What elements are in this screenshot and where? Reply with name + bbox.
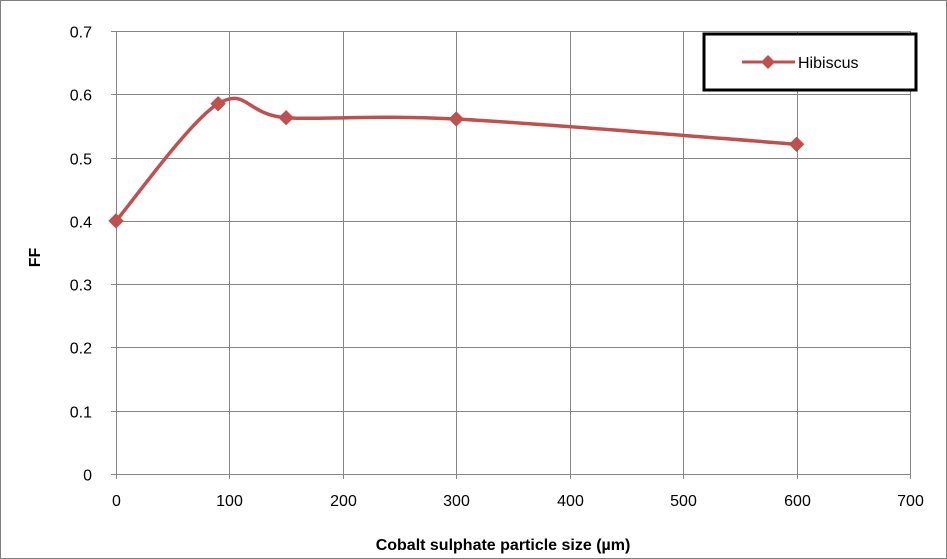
- y-tick-label: 0.5: [70, 152, 92, 169]
- x-tick-label: 300: [443, 493, 470, 510]
- x-tick-labels: 0 100 200 300 400 500 600 700: [112, 493, 924, 510]
- y-tick-label: 0.1: [70, 405, 92, 422]
- x-tick-label: 600: [784, 493, 811, 510]
- y-tick-label: 0.4: [70, 215, 92, 232]
- data-point-marker: [448, 111, 464, 127]
- legend: Hibiscus: [702, 32, 918, 92]
- x-tick-label: 400: [557, 493, 584, 510]
- series-line: [114, 96, 797, 223]
- gridlines: [116, 31, 911, 474]
- y-tick-label: 0.7: [70, 25, 92, 42]
- x-tick-label: 700: [897, 493, 924, 510]
- series-group: [108, 96, 805, 229]
- data-point-marker: [788, 136, 805, 152]
- y-tick-label: 0.2: [70, 341, 92, 358]
- y-tick-label: 0.3: [70, 278, 92, 295]
- data-point-marker: [210, 96, 226, 112]
- y-tick-labels: 0 0.1 0.2 0.3 0.4 0.5 0.6 0.7: [70, 25, 92, 485]
- x-tick-label: 200: [330, 493, 357, 510]
- x-tick-label: 100: [216, 493, 243, 510]
- y-axis-title: FF: [27, 248, 44, 268]
- x-axis-title: Cobalt sulphate particle size (µm): [376, 537, 631, 554]
- x-tick-label: 500: [670, 493, 697, 510]
- legend-marker-swatch: [761, 55, 775, 69]
- x-tick-label: 0: [112, 493, 121, 510]
- data-point-marker: [278, 109, 294, 126]
- legend-label: Hibiscus: [798, 55, 858, 72]
- y-tick-label: 0: [83, 468, 92, 485]
- legend-box: [702, 32, 918, 92]
- data-point-marker: [108, 213, 124, 229]
- y-tick-label: 0.6: [70, 88, 92, 105]
